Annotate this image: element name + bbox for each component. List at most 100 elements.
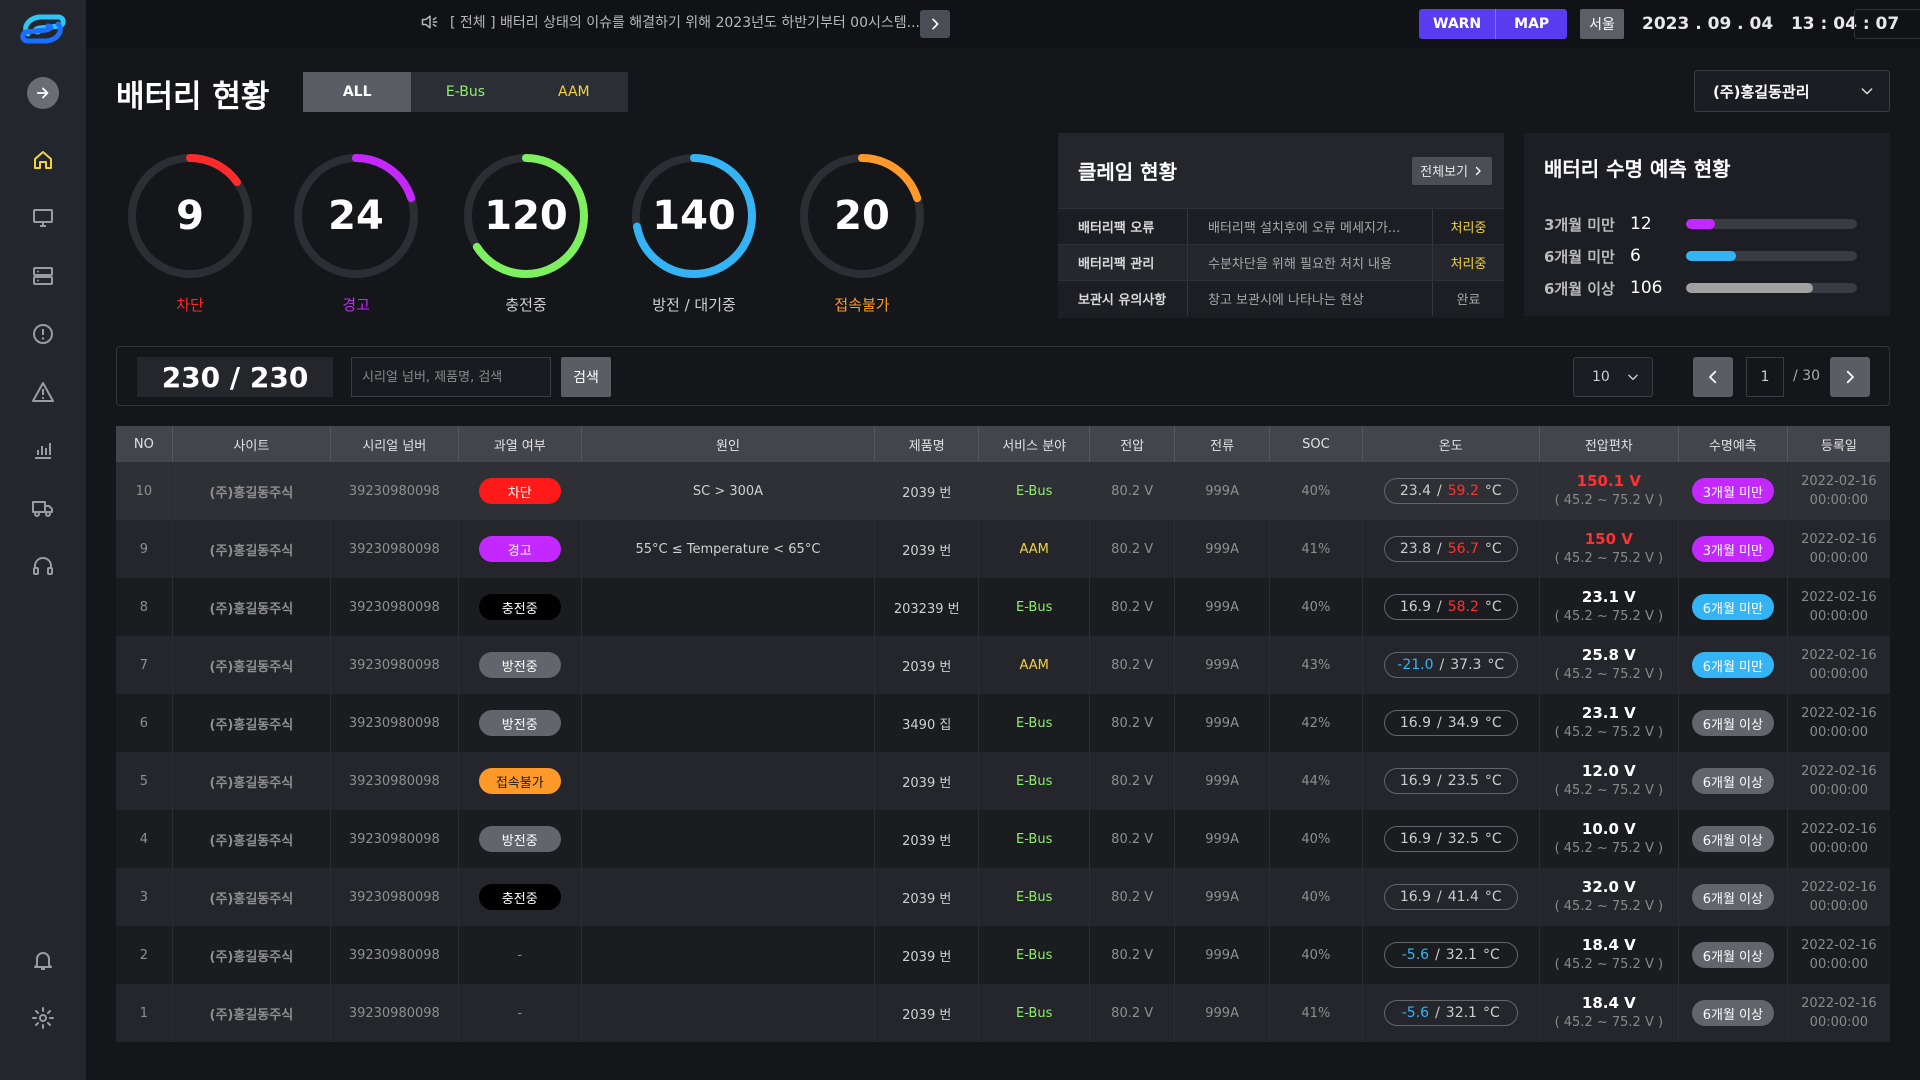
table-row[interactable]: 10 (주)홍길동주식 39230980098 차단 SC > 300A 2039 번 E-…: [116, 462, 1890, 520]
temp-separator: /: [1437, 541, 1442, 557]
nav-notifications[interactable]: [23, 940, 63, 980]
cell-serial: 39230980098: [331, 868, 459, 926]
column-header[interactable]: 등록일: [1820, 438, 1857, 454]
result-count: 230 / 230: [137, 357, 333, 397]
life-row: 6개월 이상 106: [1544, 272, 1870, 304]
temperature-range: -5.6 / 32.1 °C: [1383, 942, 1518, 968]
cell-deviation: 32.0 V ( 45.2 ~ 75.2 V ): [1540, 868, 1679, 926]
cell-state: 차단: [459, 462, 582, 520]
gauge-blocked[interactable]: 9 차단: [124, 150, 256, 315]
claim-row[interactable]: 배터리팩 관리 수분차단을 위해 필요한 처치 내용 처리중: [1058, 244, 1504, 280]
cell-voltage: 80.2 V: [1090, 984, 1176, 1042]
column-header[interactable]: 원인: [582, 426, 876, 462]
deviation-range: ( 45.2 ~ 75.2 V ): [1554, 957, 1664, 972]
column-header[interactable]: 시리얼 넘버: [331, 426, 459, 462]
table-row[interactable]: 2 (주)홍길동주식 39230980098- 2039 번 E-Bus 80.2 V 99…: [116, 926, 1890, 984]
warn-button[interactable]: WARN: [1419, 9, 1496, 39]
language-select[interactable]: Ko: [1854, 9, 1920, 39]
speaker-icon: [421, 15, 438, 29]
temperature-range: 16.9 / 32.5 °C: [1383, 826, 1518, 852]
gauge-discharging[interactable]: 140 방전 / 대기중: [628, 150, 760, 315]
column-header[interactable]: SOC: [1270, 426, 1363, 462]
gauge-charging[interactable]: 120 충전중: [460, 150, 592, 315]
temp-unit: °C: [1487, 657, 1505, 673]
nav-stats[interactable]: [23, 430, 63, 470]
temp-unit: °C: [1484, 831, 1502, 847]
page-size-select[interactable]: 10: [1573, 357, 1653, 397]
registered-date: 2022-02-16 00:00:00: [1801, 646, 1877, 684]
cell-product: 2039 번: [875, 520, 980, 578]
table-row[interactable]: 3 (주)홍길동주식 39230980098 충전중 2039 번 E-Bus 80.2 V…: [116, 868, 1890, 926]
claim-row[interactable]: 보관시 유의사항 창고 보관시에 나타나는 현상 완료: [1058, 280, 1504, 316]
claim-row[interactable]: 배터리팩 오류 배터리팩 설치후에 오류 메세지가... 처리중: [1058, 208, 1504, 244]
home-icon: [34, 151, 52, 169]
gauge-offline[interactable]: 20 접속불가: [796, 150, 928, 315]
table-row[interactable]: 6 (주)홍길동주식 39230980098 방전중 3490 집 E-Bus 80.2 V…: [116, 694, 1890, 752]
nav-warning[interactable]: [23, 372, 63, 412]
gauge-warning[interactable]: 24 경고: [290, 150, 422, 315]
gauge-arc: [464, 154, 588, 278]
table-row[interactable]: 9 (주)홍길동주식 39230980098 경고 55°C ≤ Temperature…: [116, 520, 1890, 578]
search-input[interactable]: [351, 357, 551, 397]
expand-sidebar-button[interactable]: [23, 73, 63, 113]
nav-alert[interactable]: [23, 314, 63, 354]
column-header[interactable]: 온도: [1363, 426, 1540, 462]
notice-next-button[interactable]: [920, 10, 950, 38]
nav-support[interactable]: [23, 546, 63, 586]
temp-min: 16.9: [1399, 599, 1431, 615]
tab-ebus[interactable]: E-Bus: [445, 84, 486, 100]
cell-life: 6개월 이상: [1679, 810, 1788, 868]
nav-settings[interactable]: [23, 998, 63, 1038]
voltage-deviation: 32.0 V ( 45.2 ~ 75.2 V ): [1555, 878, 1663, 916]
cell-life: 6개월 이상: [1679, 926, 1788, 984]
column-header[interactable]: 서비스 분야: [979, 426, 1091, 462]
column-header[interactable]: 전압편차: [1540, 426, 1679, 462]
cell-deviation: 10.0 V ( 45.2 ~ 75.2 V ): [1540, 810, 1679, 868]
nav-monitor[interactable]: [23, 198, 63, 238]
table-row[interactable]: 7 (주)홍길동주식 39230980098 방전중 2039 번 AAM 80.2 V 99…: [116, 636, 1890, 694]
column-header[interactable]: NO: [116, 426, 173, 462]
table-row[interactable]: 4 (주)홍길동주식 39230980098 방전중 2039 번 E-Bus 80.2 V…: [116, 810, 1890, 868]
column-header[interactable]: 사이트: [173, 426, 331, 462]
city-badge[interactable]: 서울: [1580, 9, 1624, 39]
table-row[interactable]: 8 (주)홍길동주식 39230980098 충전중 203239 번 E-Bus 80.2…: [116, 578, 1890, 636]
nav-home[interactable]: [23, 140, 63, 180]
cell-soc: 40%: [1270, 462, 1363, 520]
table-row[interactable]: 5 (주)홍길동주식 39230980098 접속불가 2039 번 E-Bus 80.2 …: [116, 752, 1890, 810]
search-button[interactable]: 검색: [561, 357, 611, 397]
gauge-ring: [632, 154, 756, 278]
prev-page-button[interactable]: [1693, 357, 1733, 397]
date-value: 2022-02-16: [1801, 648, 1877, 663]
page-number-input[interactable]: 1: [1746, 357, 1784, 397]
life-badge: 6개월 이상: [1691, 884, 1774, 910]
next-page-button[interactable]: [1830, 357, 1870, 397]
cell-life: 6개월 이상: [1679, 868, 1788, 926]
nav-vehicle[interactable]: [23, 488, 63, 528]
claim-view-all-button[interactable]: 전체보기: [1412, 156, 1492, 185]
gauge-label: 방전 / 대기중: [652, 296, 736, 314]
gauge-value: 20: [834, 193, 890, 239]
voltage-deviation: 10.0 V ( 45.2 ~ 75.2 V ): [1555, 820, 1663, 858]
table-row[interactable]: 1 (주)홍길동주식 39230980098- 2039 번 E-Bus 80.2 V 99…: [116, 984, 1890, 1042]
tab-all[interactable]: ALL: [303, 72, 412, 112]
company-select[interactable]: (주)홍길동관리: [1694, 70, 1890, 112]
tab-aam[interactable]: AAM: [558, 84, 590, 100]
column-header[interactable]: 전류: [1175, 426, 1270, 462]
column-header[interactable]: 수명예측: [1679, 426, 1788, 462]
temp-separator: /: [1435, 1005, 1440, 1021]
cell-voltage: 80.2 V: [1090, 578, 1176, 636]
table-header: NO 사이트 시리얼 넘버 과열 여부 원인 제품명 서비스 분야 전압 전류 SOC 온도 전압편차…: [116, 426, 1890, 462]
column-header[interactable]: 제품명: [875, 426, 980, 462]
map-button[interactable]: MAP: [1495, 9, 1568, 39]
column-header[interactable]: 전압: [1090, 426, 1176, 462]
chevron-down-icon: [1628, 374, 1638, 381]
cell-current: 999A: [1175, 810, 1270, 868]
cell-date: 2022-02-16 00:00:00: [1788, 752, 1890, 810]
nav-server[interactable]: [23, 256, 63, 296]
search-bar: 230 / 230 검색 10 1 / 30: [116, 346, 1890, 406]
column-header[interactable]: 과열 여부: [459, 426, 582, 462]
cell-product: 3490 집: [875, 694, 980, 752]
cell-site: (주)홍길동주식: [173, 462, 331, 520]
app-logo-icon[interactable]: [20, 12, 66, 46]
notice-banner[interactable]: [ 전체 ] 배터리 상태의 이슈를 해결하기 위해 2023년도 하반기부터 …: [420, 12, 920, 32]
